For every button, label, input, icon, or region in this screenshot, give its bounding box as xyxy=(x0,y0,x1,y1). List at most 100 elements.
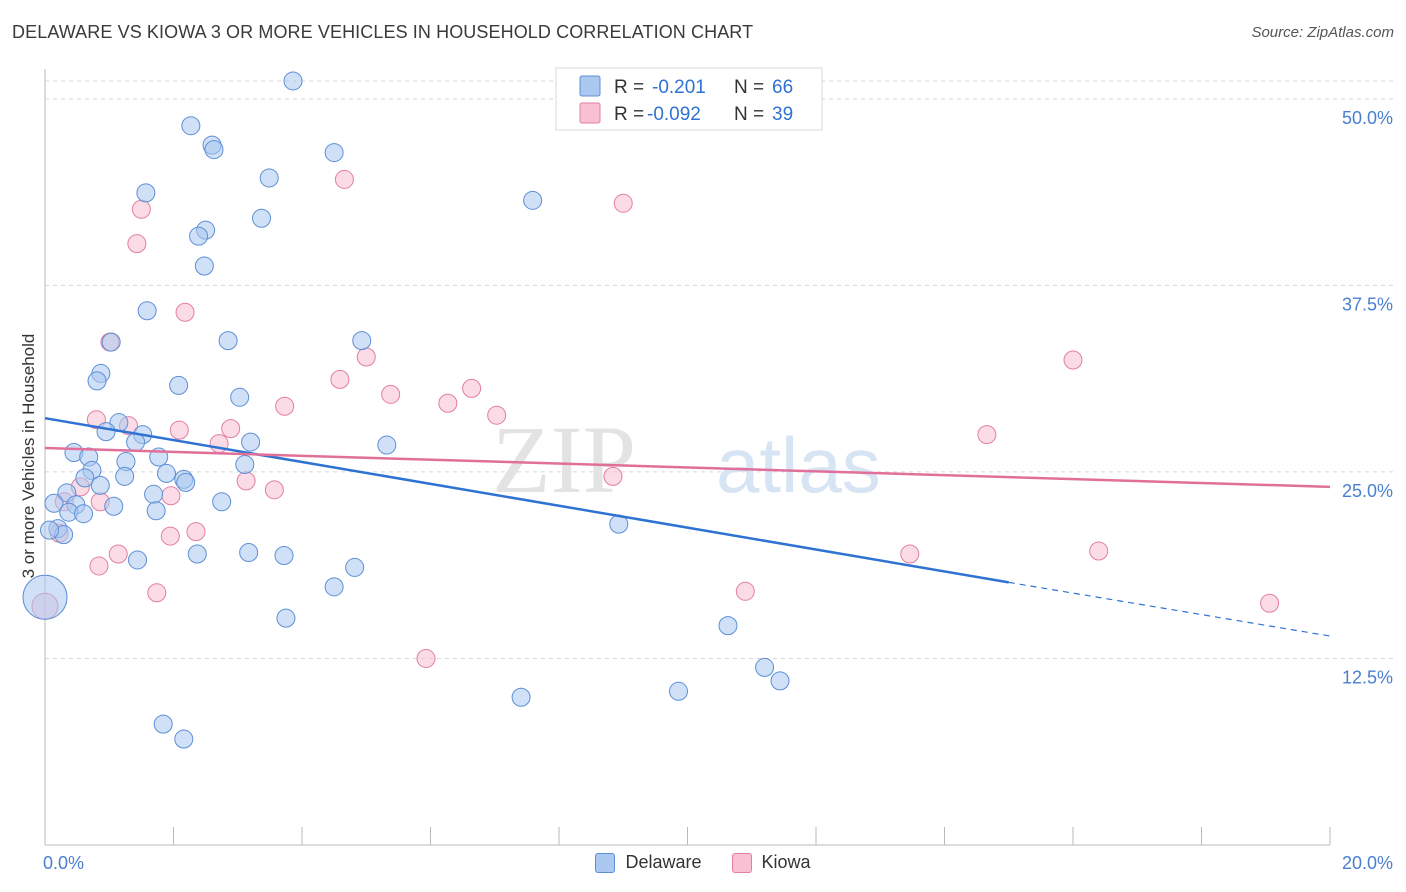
delaware-point xyxy=(230,387,250,407)
delaware-point xyxy=(218,331,238,351)
source-label: Source: ZipAtlas.com xyxy=(1251,24,1394,41)
legend-delaware-n-label: N = xyxy=(734,77,764,98)
delaware-point xyxy=(136,183,156,203)
legend-kiowa-r-value: -0.092 xyxy=(647,104,701,125)
delaware-point xyxy=(324,577,344,597)
kiowa-point xyxy=(735,581,755,601)
kiowa-point xyxy=(221,419,241,439)
delaware-point xyxy=(523,190,543,210)
delaware-point xyxy=(22,574,68,620)
delaware-point xyxy=(44,493,64,513)
y-axis-label: 3 or more Vehicles in Household xyxy=(19,334,38,579)
kiowa-point xyxy=(438,393,458,413)
delaware-point xyxy=(74,504,94,524)
delaware-trendline xyxy=(44,416,1009,584)
y-tick-label: 37.5% xyxy=(1342,294,1393,314)
kiowa-point xyxy=(1260,593,1280,613)
kiowa-point xyxy=(186,522,206,542)
kiowa-point xyxy=(900,544,920,564)
kiowa-point xyxy=(977,425,997,445)
kiowa-point xyxy=(275,396,295,416)
delaware-point xyxy=(104,496,124,516)
kiowa-point xyxy=(603,466,623,486)
kiowa-point xyxy=(236,471,256,491)
kiowa-point xyxy=(462,378,482,398)
delaware-point xyxy=(770,671,790,691)
delaware-point xyxy=(96,422,116,442)
kiowa-point xyxy=(264,480,284,500)
delaware-point xyxy=(283,71,303,91)
delaware-point xyxy=(146,501,166,521)
delaware-point xyxy=(39,520,59,540)
delaware-point xyxy=(90,475,110,495)
watermark-atlas: atlas xyxy=(716,421,881,509)
kiowa-point xyxy=(613,193,633,213)
delaware-point xyxy=(324,143,344,163)
delaware-point xyxy=(755,657,775,677)
kiowa-point xyxy=(330,369,350,389)
x-tick-label: 20.0% xyxy=(1342,853,1393,873)
delaware-point xyxy=(235,454,255,474)
kiowa-point xyxy=(108,544,128,564)
delaware-point xyxy=(115,466,135,486)
delaware-point xyxy=(212,492,232,512)
kiowa-point xyxy=(175,302,195,322)
kiowa-swatch xyxy=(731,852,752,873)
delaware-point xyxy=(204,140,224,160)
delaware-point xyxy=(252,208,272,228)
delaware-point xyxy=(377,435,397,455)
delaware-point xyxy=(153,714,173,734)
delaware-point xyxy=(176,472,196,492)
delaware-point xyxy=(128,550,148,570)
delaware-point xyxy=(137,301,157,321)
kiowa-point xyxy=(127,234,147,254)
kiowa-point xyxy=(381,384,401,404)
delaware-point xyxy=(241,432,261,452)
legend-delaware-swatch xyxy=(579,75,601,97)
kiowa-point xyxy=(161,486,181,506)
kiowa-point xyxy=(487,405,507,425)
delaware-trendline-extension xyxy=(1008,581,1331,637)
legend-kiowa-r-label: R = xyxy=(614,104,644,125)
y-tick-label: 25.0% xyxy=(1342,481,1393,501)
chart-title: DELAWARE VS KIOWA 3 OR MORE VEHICLES IN … xyxy=(12,22,754,42)
delaware-point xyxy=(669,681,689,701)
kiowa-point xyxy=(356,347,376,367)
legend-kiowa-n-value: 39 xyxy=(772,104,793,125)
delaware-point xyxy=(194,256,214,276)
legend-kiowa-n-label: N = xyxy=(734,104,764,125)
kiowa-label: Kiowa xyxy=(761,852,811,872)
delaware-point xyxy=(718,616,738,636)
kiowa-point xyxy=(147,583,167,603)
watermark-zip: ZIP xyxy=(492,406,636,513)
delaware-point xyxy=(101,332,121,352)
delaware-point xyxy=(169,375,189,395)
legend-item-kiowa[interactable]: Kiowa xyxy=(731,852,811,873)
legend-item-delaware[interactable]: Delaware xyxy=(595,852,702,873)
kiowa-point xyxy=(169,420,189,440)
delaware-point xyxy=(187,544,207,564)
delaware-swatch xyxy=(595,852,616,873)
delaware-point xyxy=(511,687,531,707)
bottom-legend: Delaware Kiowa xyxy=(0,852,1406,873)
delaware-point xyxy=(345,557,365,577)
delaware-point xyxy=(239,543,259,563)
kiowa-point xyxy=(89,556,109,576)
delaware-point xyxy=(87,371,107,391)
y-tick-label: 50.0% xyxy=(1342,108,1393,128)
kiowa-point xyxy=(1063,350,1083,370)
kiowa-point xyxy=(416,648,436,668)
kiowa-point xyxy=(131,199,151,219)
kiowa-point xyxy=(334,169,354,189)
delaware-point xyxy=(181,116,201,136)
legend-box: R = -0.201 N = 66 R = -0.092 N = 39 xyxy=(555,67,823,131)
delaware-label: Delaware xyxy=(625,852,702,872)
kiowa-point xyxy=(160,526,180,546)
legend-delaware-r-value: -0.201 xyxy=(652,77,706,98)
delaware-point xyxy=(259,168,279,188)
delaware-point xyxy=(144,484,164,504)
kiowa-trendline xyxy=(44,446,1331,489)
delaware-point xyxy=(156,463,176,483)
y-tick-label: 12.5% xyxy=(1342,667,1393,687)
